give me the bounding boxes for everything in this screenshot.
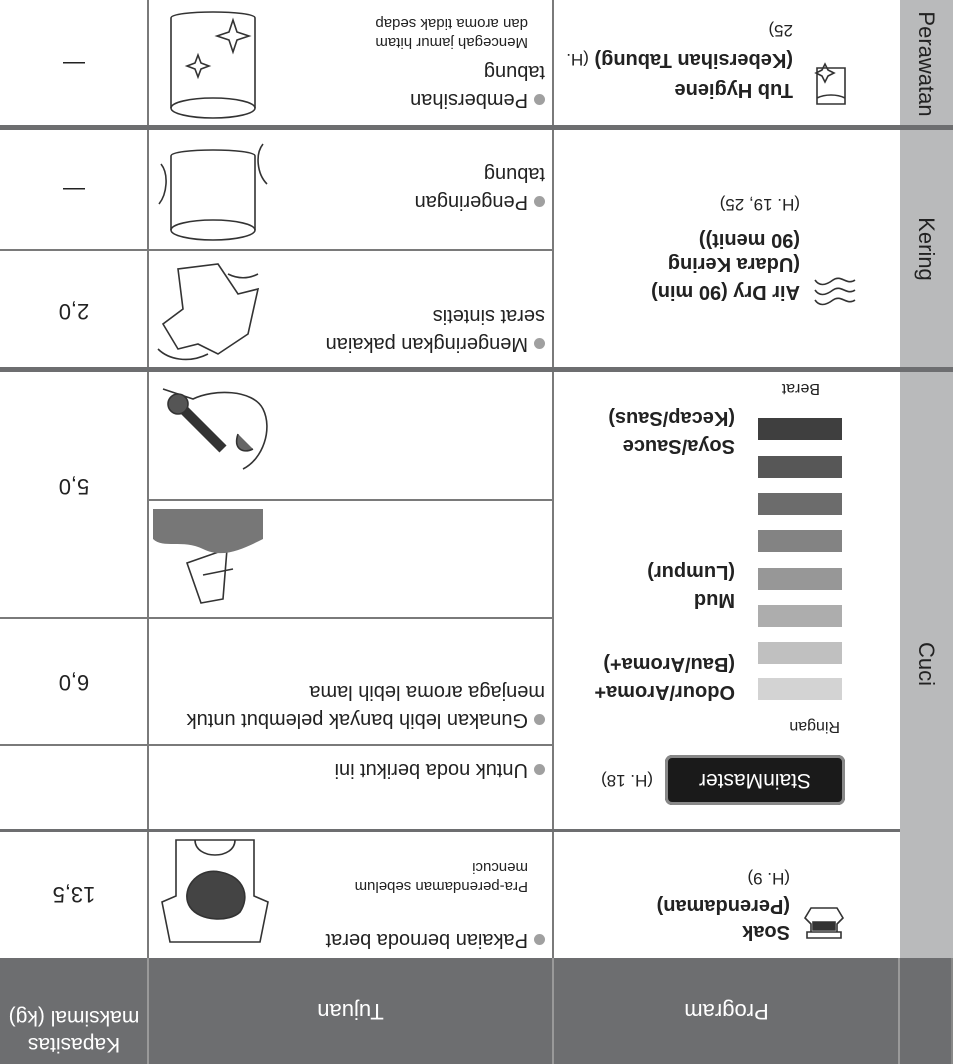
capacity: — (63, 178, 85, 203)
program-subname: (Udara Kering (90 menit)) (667, 229, 800, 275)
capacity: — (63, 52, 85, 77)
purpose-text: Untuk noda berikut ini (335, 758, 545, 782)
purpose: Untuk noda berikut ini (334, 759, 528, 781)
scale-bar (758, 418, 842, 440)
stain-name: Mud (693, 589, 735, 611)
program-page: (H. 9) (747, 869, 791, 888)
section-label: Kering (914, 217, 939, 281)
drum-illustration (158, 143, 268, 241)
section-line (0, 125, 953, 130)
tub-icon (814, 62, 846, 105)
row-line (0, 829, 900, 832)
stain-name: Odour/Aroma+ (594, 681, 735, 703)
purpose: Pakaian bernoda berat (325, 929, 528, 951)
section-line (0, 367, 953, 372)
purpose-text: Pembersihan tabung (365, 58, 545, 114)
scale-bar (758, 530, 842, 552)
row-line (0, 249, 553, 251)
program-name: Air Dry (90 min) (651, 281, 800, 303)
stain-subname: (Bau/Aroma+) (603, 653, 735, 675)
shirt-illustration (157, 263, 260, 361)
program-subname: (Kebersihan Tabung) (594, 49, 793, 71)
scale-bar (758, 642, 842, 664)
scale-bar (758, 678, 842, 700)
program-name: StainMaster (698, 769, 812, 792)
purpose-note: Mencegah jamur hitam dan aroma tidak sed… (375, 15, 528, 51)
section-column (900, 0, 953, 958)
section-label: Perawatan (914, 11, 939, 117)
program-name: Tub Hygiene (674, 79, 793, 101)
purpose: Gunakan lebih banyak pelembut untuk menj… (186, 681, 545, 731)
purpose-text: Pakaian bernoda berat (315, 928, 545, 952)
column-line (552, 0, 554, 958)
soak-icon (803, 907, 845, 939)
soya-illustration (162, 388, 268, 470)
capacity: 13,5 (52, 882, 96, 907)
capacity: 2,0 (58, 299, 90, 324)
purpose-text: Gunakan lebih banyak pelembut untuk menj… (160, 678, 545, 734)
scale-bar (758, 605, 842, 627)
stain-name: Soya/Sauce (622, 435, 735, 457)
scale-heavy: Berat (781, 380, 820, 397)
program-page: (H. 19, 25) (719, 195, 800, 214)
header-capacity: Kapasitas maksimal (kg) (8, 1006, 140, 1056)
row-line (0, 617, 553, 619)
scale-bar (758, 568, 842, 590)
row-line (148, 499, 553, 501)
capacity: 5,0 (58, 474, 90, 499)
section-label: Cuci (914, 641, 939, 687)
air-dry-icon (814, 277, 856, 306)
scale-bar (758, 493, 842, 515)
program-name: Soak (742, 921, 790, 943)
header-program: Program (684, 999, 769, 1024)
mud-illustration (153, 509, 263, 604)
scale-light: Ringan (789, 718, 840, 735)
purpose: Mengeringkan pakaian serat sintetis (325, 305, 545, 355)
program-page: (H. 18) (601, 771, 653, 790)
capacity: 6,0 (58, 670, 90, 695)
clean-drum-illustration (170, 11, 256, 119)
stain-subname: (Lumpur) (647, 561, 735, 583)
program-detail: (Kebersihan Tabung) (H. 25) (563, 16, 793, 74)
row-line (0, 744, 553, 746)
header-purpose: Tujuan (317, 999, 384, 1024)
stain-subname: (Kecap/Saus) (608, 407, 735, 429)
purpose: Pengeringan tabung (414, 163, 545, 213)
program-subname: (Perendaman) (656, 895, 790, 917)
purpose-text: Mengeringkan pakaian serat sintetis (315, 302, 545, 358)
scale-bar (758, 456, 842, 478)
purpose-text: Pengeringan tabung (365, 160, 545, 216)
purpose-note: Pra-perendaman sebelum mencuci (354, 859, 528, 895)
soak-illustration (161, 839, 269, 943)
purpose: Pembersihan tabung (410, 61, 545, 111)
